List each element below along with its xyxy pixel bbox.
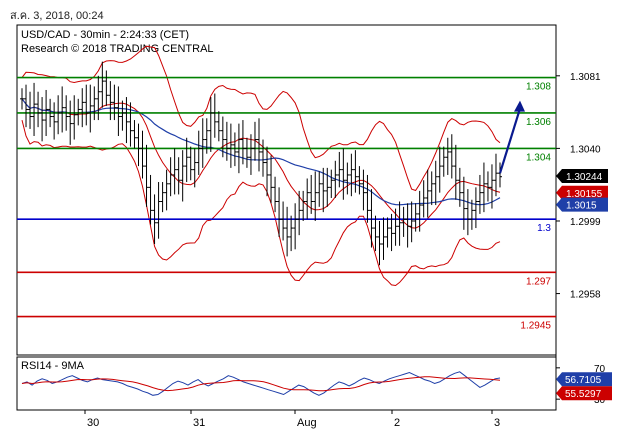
- rsi-ma-line: [21, 376, 501, 392]
- chart-title: USD/CAD - 30min - 2:24:33 (CET): [21, 29, 189, 41]
- level-label-1: 1.306: [526, 117, 551, 128]
- price-tag-2: [556, 197, 608, 212]
- x-tick-label-0: 30: [87, 417, 99, 429]
- rsi-tag: [556, 372, 612, 387]
- rsi-tick-label-0: 70: [594, 364, 606, 375]
- x-tick-label-1: 31: [193, 417, 205, 429]
- level-label-0: 1.308: [526, 82, 551, 93]
- x-tick-label-2: Aug: [297, 417, 317, 429]
- level-label-2: 1.304: [526, 152, 551, 163]
- y-tick-label-1: 1.3040: [570, 144, 601, 155]
- forecast-arrow: [498, 108, 522, 174]
- rsi-ma-tag: [556, 386, 612, 401]
- level-label-3: 1.3: [537, 223, 551, 234]
- moving-average: [21, 98, 501, 206]
- price-tag-label-1: 1.30155: [566, 189, 603, 200]
- level-label-5: 1.2945: [520, 321, 551, 332]
- rsi-label: RSI14 - 9MA: [21, 360, 85, 372]
- y-tick-label-2: 1.2999: [570, 217, 601, 228]
- y-tick-label-0: 1.3081: [570, 72, 601, 83]
- price-tag-label-2: 1.3015: [566, 201, 597, 212]
- y-tick-label-3: 1.2958: [570, 290, 601, 301]
- timestamp: ส.ค. 3, 2018, 00:24: [10, 10, 104, 22]
- rsi-ma-tag-label: 55.5297: [565, 389, 602, 400]
- main-panel: [16, 24, 557, 356]
- price-tag-label-0: 1.30244: [566, 172, 603, 183]
- price-tag-1: [556, 185, 608, 200]
- x-tick-label-3: 2: [394, 417, 400, 429]
- rsi-tick-label-1: 30: [594, 395, 606, 406]
- forecast-arrowhead: [514, 100, 525, 112]
- bollinger-lower: [21, 119, 501, 287]
- bollinger-middle: [21, 98, 501, 229]
- rsi-tag-label: 56.7105: [565, 375, 602, 386]
- level-label-4: 1.297: [526, 276, 551, 287]
- bollinger-upper: [21, 45, 501, 192]
- chart-subtitle: Research © 2018 TRADING CENTRAL: [21, 43, 214, 55]
- price-tag-0: [556, 169, 608, 184]
- x-tick-label-4: 3: [494, 417, 500, 429]
